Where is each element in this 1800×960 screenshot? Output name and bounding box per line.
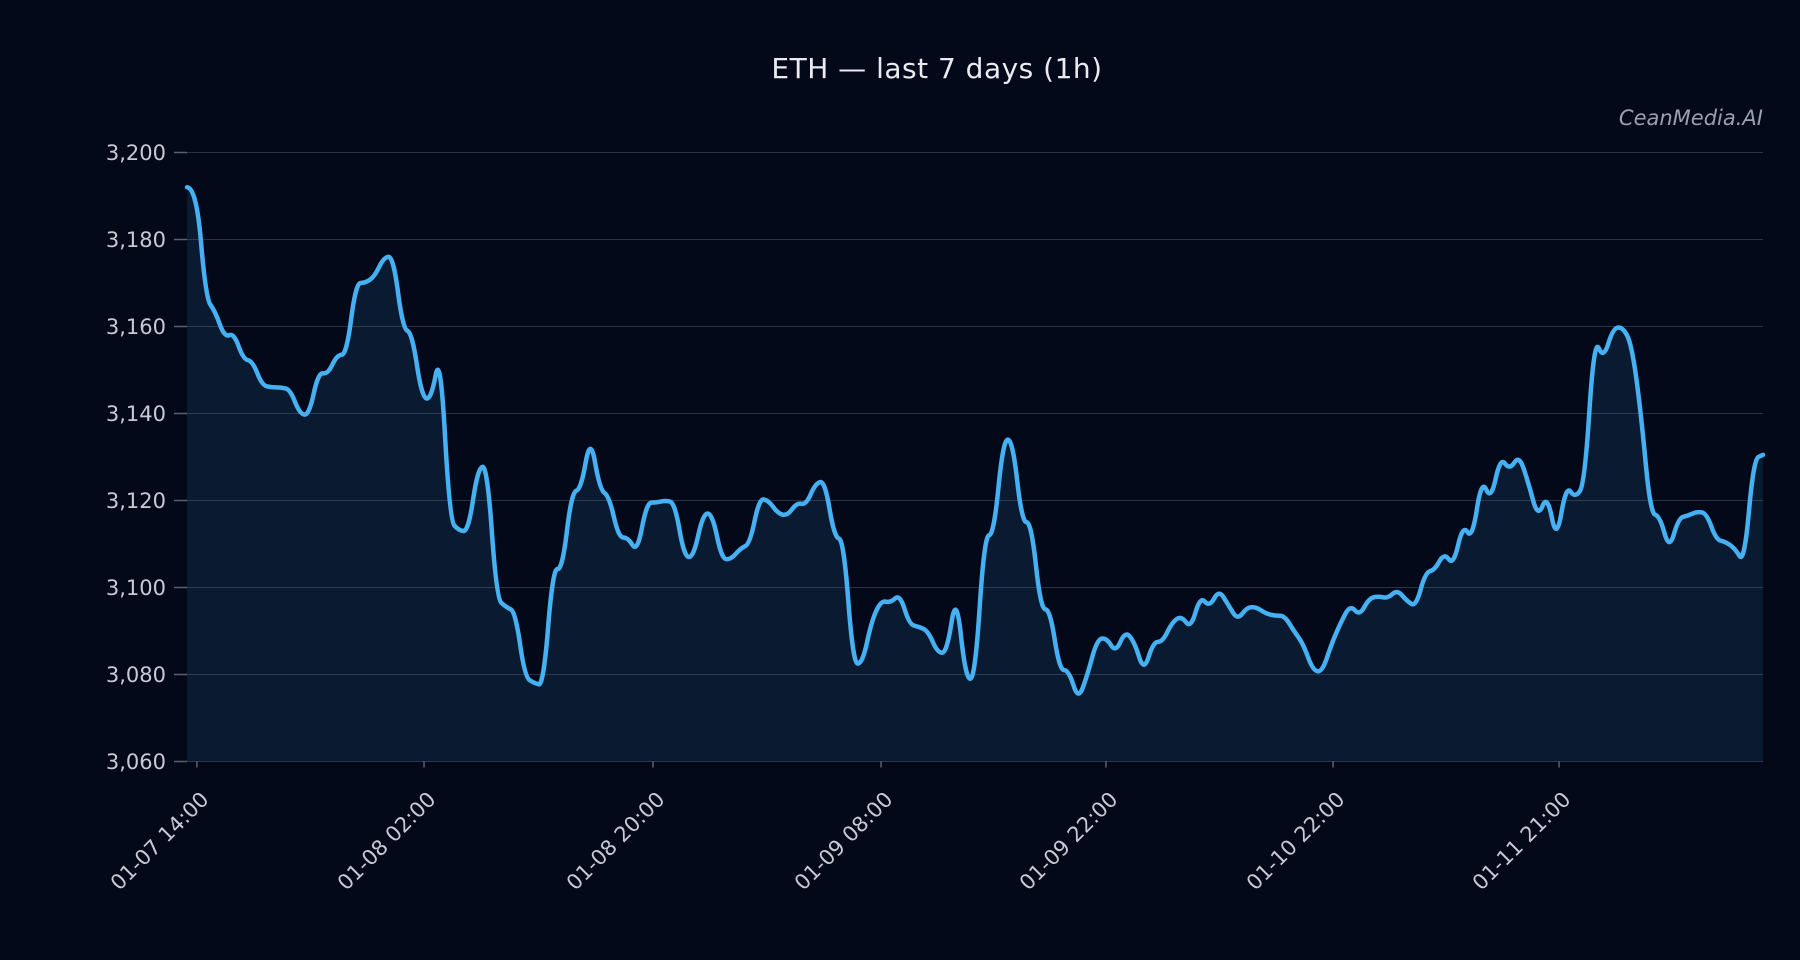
y-tick-label: 3,060 <box>105 749 166 774</box>
price-area <box>187 187 1763 762</box>
y-tick-label: 3,120 <box>105 488 166 513</box>
y-tick-label: 3,180 <box>105 227 166 252</box>
y-tick-label: 3,200 <box>105 140 166 165</box>
y-tick-label: 3,140 <box>105 401 166 426</box>
y-tick-label: 3,100 <box>105 575 166 600</box>
watermark-text: CeanMedia.AI <box>1618 106 1763 130</box>
y-tick-label: 3,160 <box>105 314 166 339</box>
price-line <box>184 185 1766 696</box>
chart-title: ETH — last 7 days (1h) <box>771 52 1103 85</box>
y-tick-label: 3,080 <box>105 662 166 687</box>
